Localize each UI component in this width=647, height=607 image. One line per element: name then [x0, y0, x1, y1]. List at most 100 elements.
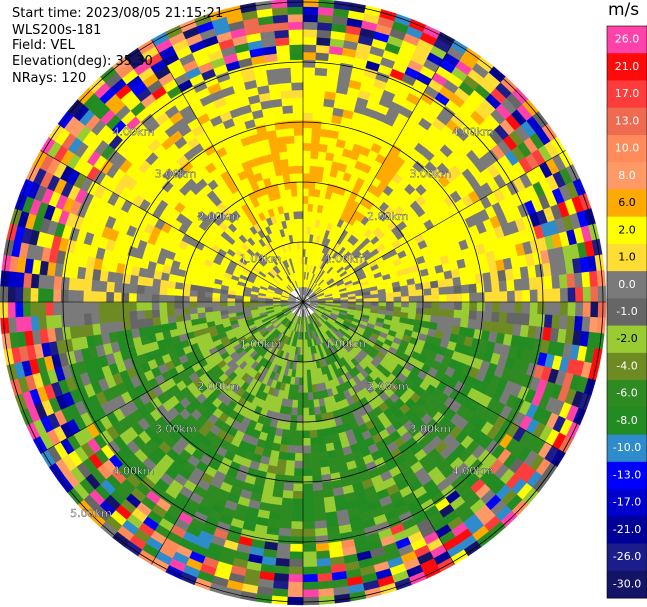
radar-gate-cell [400, 285, 409, 292]
radar-gate-cell [309, 422, 317, 431]
radar-gate-cell [68, 277, 78, 291]
radar-gate-cell [581, 271, 591, 288]
radar-gate-cell [299, 248, 304, 257]
radar-gate-cell [528, 313, 538, 327]
radar-gate-cell [378, 297, 387, 303]
radar-gate-cell [314, 527, 328, 537]
radar-gate-cell [408, 301, 417, 309]
radar-gate-cell [302, 135, 312, 144]
radar-gate-cell [75, 289, 84, 303]
radar-gate-cell [294, 226, 300, 235]
radar-gate-cell [288, 29, 304, 38]
radar-gate-cell [581, 316, 591, 333]
radar-gate-cell [302, 422, 310, 432]
radar-gate-cell [340, 299, 349, 303]
radar-gate-cell [293, 468, 304, 477]
radar-gate-cell [491, 281, 500, 293]
radar-gate-cell [536, 314, 546, 328]
radar-gate-cell [197, 312, 206, 319]
radar-gate-cell [283, 475, 295, 484]
radar-gate-cell [309, 173, 317, 182]
radar-gate-cell [575, 301, 584, 317]
radar-gate-cell [302, 543, 317, 553]
colorbar-tick-label: 1.0 [618, 251, 636, 264]
radar-gate-cell [22, 316, 33, 332]
radar-gate-cell [302, 157, 311, 167]
radar-gate-cell [189, 289, 198, 297]
radar-gate-cell [484, 291, 493, 303]
radar-gate-cell [302, 460, 312, 469]
radar-gate-cell [318, 0, 335, 9]
radar-gate-cell [277, 59, 291, 69]
radar-gate-cell [529, 289, 539, 303]
radar-gate-cell [385, 296, 395, 303]
radar-gate-cell [227, 301, 236, 307]
radar-gate-cell [305, 362, 311, 371]
radar-gate-cell [166, 301, 175, 310]
radar-gate-cell [152, 316, 162, 326]
radar-gate-cell [544, 301, 554, 316]
radar-gate-cell [302, 558, 318, 568]
radar-gate-cell [313, 406, 322, 416]
radar-gate-cell [314, 67, 328, 77]
radar-gate-cell [204, 311, 214, 318]
radar-gate-cell [483, 311, 493, 323]
radar-gate-cell [320, 120, 332, 131]
radar-gate-cell [302, 74, 316, 83]
radar-gate-cell [370, 301, 380, 307]
radar-gate-cell [234, 304, 243, 310]
start-time-label: Start time: 2023/08/05 21:15:21 [12, 6, 224, 21]
radar-gate-cell [294, 453, 304, 462]
radar-gate-cell [295, 233, 301, 242]
radar-gate-cell [400, 306, 410, 314]
radar-gate-cell [151, 301, 160, 311]
radar-gate-cell [476, 282, 485, 294]
radar-gate-cell [311, 475, 323, 484]
radar-gate-cell [316, 565, 332, 575]
radar-gate-cell [310, 150, 320, 160]
ring-distance-label: 1.00km [240, 337, 282, 350]
radar-gate-cell [292, 97, 304, 106]
radar-gate-cell [284, 467, 295, 477]
radar-gate-cell [275, 36, 290, 47]
radar-gate-cell [302, 203, 309, 212]
radar-gate-cell [393, 301, 402, 308]
radar-gate-cell [543, 314, 553, 329]
ring-distance-label: 3.00km [155, 422, 197, 435]
radar-gate-cell [204, 296, 213, 303]
colorbar-tick-label: -21.0 [613, 523, 641, 536]
radar-gate-cell [522, 301, 531, 315]
radar-gate-cell [317, 572, 333, 583]
radar-gate-cell [317, 443, 327, 453]
radar-gate-cell [292, 112, 304, 121]
radar-gate-cell [302, 566, 318, 575]
colorbar-tick-label: 2.0 [618, 223, 636, 236]
radar-gate-cell [302, 513, 315, 522]
radar-gate-cell [567, 287, 576, 303]
radar-gate-cell [151, 293, 160, 303]
radar-gate-cell [291, 399, 299, 409]
radar-gate-cell [543, 275, 553, 290]
radar-gate-cell [98, 301, 107, 313]
radar-gate-cell [468, 283, 478, 294]
radar-gate-cell [521, 277, 531, 291]
radar-gate-cell [438, 294, 448, 303]
radar-gate-cell [302, 596, 320, 606]
radar-gate-cell [491, 301, 501, 313]
radar-gate-cell [280, 505, 293, 515]
nrays-label: NRays: 120 [12, 71, 87, 86]
radar-gate-cell [312, 391, 319, 401]
radar-gate-cell [528, 277, 538, 291]
radar-gate-cell [288, 558, 304, 568]
field-label: Field: VEL [12, 38, 75, 53]
radar-gate-cell [302, 188, 310, 197]
radar-gate-cell [276, 458, 287, 468]
radar-gate-cell [302, 112, 314, 121]
radar-gate-cell [302, 165, 311, 174]
radar-gate-cell [302, 59, 316, 68]
radar-gate-cell [423, 295, 433, 303]
radar-gate-cell [499, 301, 508, 313]
radar-gate-cell [454, 293, 463, 303]
radar-gate-cell [45, 301, 54, 316]
radar-gate-cell [295, 430, 304, 439]
